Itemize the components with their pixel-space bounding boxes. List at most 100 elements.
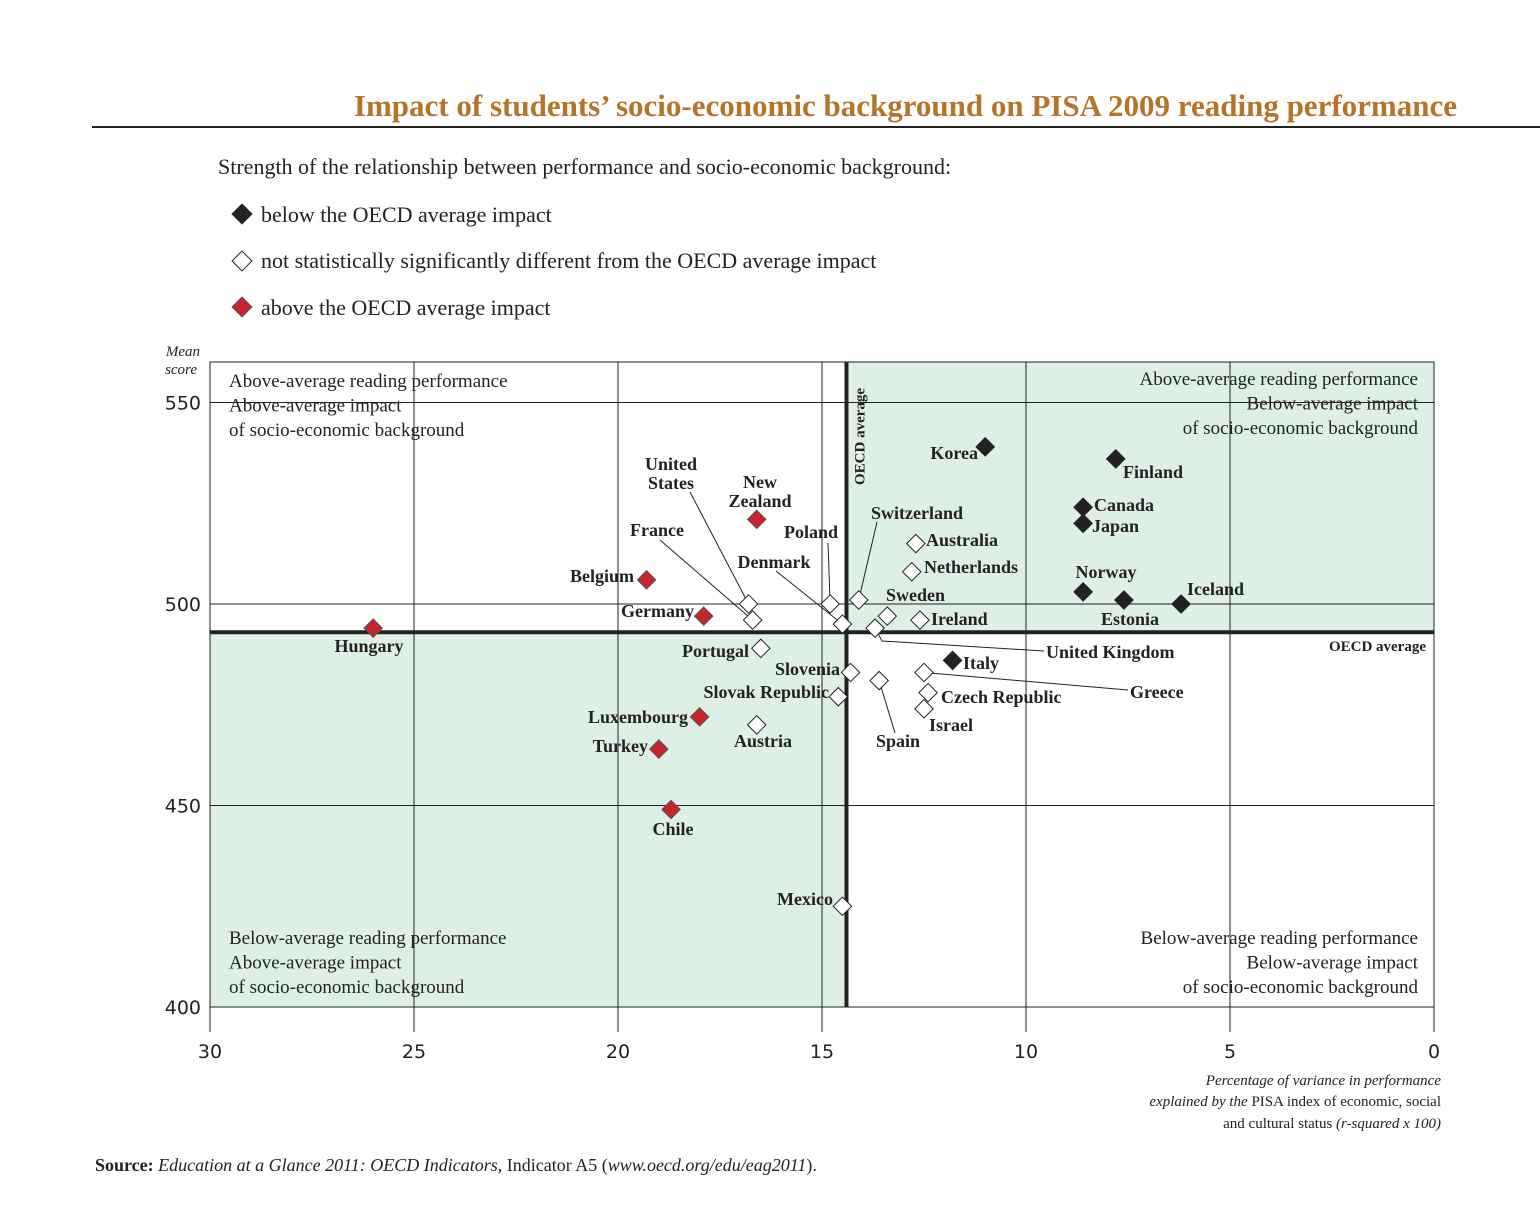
- data-point-greece: [914, 662, 934, 683]
- data-point-germany: [693, 606, 714, 626]
- x-axis-label: Percentage of variance in performance ex…: [1149, 1073, 1441, 1132]
- data-label-estonia: Estonia: [1101, 609, 1159, 629]
- leader-line-denmark: [775, 570, 843, 625]
- quadrant-text-bottom-left: Above-average impact: [229, 953, 402, 974]
- legend-heading: Strength of the relationship between per…: [218, 154, 951, 179]
- data-point-austria: [746, 715, 767, 735]
- data-point-turkey: [648, 739, 669, 759]
- data-point-united-states: [738, 594, 759, 614]
- y-axis-label-line2: score: [165, 362, 197, 378]
- data-label-germany: Germany: [621, 601, 694, 621]
- data-label-australia: Australia: [926, 530, 998, 550]
- data-point-iceland: [1171, 594, 1191, 614]
- data-point-netherlands: [901, 561, 922, 582]
- data-point-hungary: [363, 618, 384, 639]
- data-label-slovenia: Slovenia: [775, 659, 840, 679]
- y-tick-label: 400: [165, 997, 201, 1019]
- data-point-canada: [1073, 497, 1094, 518]
- legend: below the OECD average impact not statis…: [231, 202, 876, 320]
- data-label-italy: Italy: [963, 653, 999, 673]
- data-label-israel: Israel: [929, 715, 973, 735]
- data-label-hungary: Hungary: [334, 636, 403, 656]
- leader-line-france: [659, 539, 753, 621]
- plot-frame: [209, 361, 1435, 1008]
- x-tick-label: 25: [402, 1041, 426, 1063]
- leader-line-spain: [878, 680, 896, 734]
- data-label-sweden: Sweden: [886, 585, 945, 605]
- data-point-united-kingdom: [865, 618, 885, 639]
- data-label-finland: Finland: [1123, 462, 1183, 482]
- data-point-estonia: [1114, 590, 1134, 610]
- quadrant-text-bottom-right: Below-average impact: [1247, 953, 1419, 974]
- quadrant-text-top-left: Above-average impact: [229, 396, 402, 417]
- x-tick-label: 15: [810, 1041, 834, 1063]
- data-point-spain: [869, 670, 890, 691]
- quadrant-text-top-right: Below-average impact: [1247, 394, 1419, 415]
- quadrant-text-bottom-left: Below-average reading performance: [229, 928, 506, 949]
- data-point-chile: [661, 799, 681, 820]
- data-point-poland: [820, 594, 841, 614]
- data-label-new-zealand: New Zealand: [728, 472, 791, 511]
- data-label-canada: Canada: [1094, 495, 1154, 515]
- chart-title: Impact of students’ socio-economic backg…: [354, 88, 1457, 123]
- x-axis-label-line3: and cultural status (r-squared x 100): [1223, 1116, 1441, 1132]
- data-point-mexico: [832, 896, 853, 917]
- data-label-chile: Chile: [652, 819, 693, 839]
- data-label-belgium: Belgium: [570, 566, 634, 586]
- quadrant-text-bottom-left: of socio-economic background: [229, 977, 465, 998]
- data-label-france: France: [630, 520, 684, 540]
- oecd-average-label-horizontal: OECD average: [1329, 639, 1426, 655]
- data-point-ireland: [910, 610, 930, 631]
- y-tick-label: 500: [165, 594, 201, 616]
- data-point-finland: [1105, 449, 1126, 469]
- data-label-czech-republic: Czech Republic: [941, 687, 1062, 707]
- leader-line-poland: [827, 542, 831, 605]
- data-label-poland: Poland: [784, 522, 838, 542]
- legend-marker-above: [231, 296, 253, 318]
- data-label-slovak-republic: Slovak Republic: [703, 682, 829, 702]
- quadrant-text-top-right: of socio-economic background: [1183, 418, 1419, 439]
- quadrant-fill-top-right: [846, 362, 1434, 633]
- data-label-turkey: Turkey: [593, 736, 648, 756]
- source-note: Source: Education at a Glance 2011: OECD…: [95, 1155, 817, 1176]
- x-tick-label: 0: [1428, 1041, 1440, 1063]
- data-point-slovenia: [840, 662, 861, 683]
- legend-marker-not-sig: [231, 250, 253, 272]
- data-label-switzerland: Switzerland: [871, 503, 963, 523]
- data-point-norway: [1073, 582, 1094, 602]
- data-point-denmark: [832, 614, 853, 635]
- y-tick-label: 550: [165, 393, 201, 415]
- data-point-japan: [1073, 513, 1094, 534]
- data-label-korea: Korea: [930, 443, 978, 463]
- x-tick-label: 10: [1014, 1041, 1038, 1063]
- data-point-israel: [914, 698, 934, 719]
- legend-marker-below: [231, 203, 253, 225]
- x-tick-label: 20: [606, 1041, 630, 1063]
- data-point-switzerland: [848, 590, 869, 610]
- data-label-greece: Greece: [1130, 682, 1184, 702]
- quadrant-text-top-left: of socio-economic background: [229, 420, 465, 441]
- leader-line-united-states: [689, 491, 750, 605]
- data-label-norway: Norway: [1076, 562, 1137, 582]
- quadrant-text-bottom-right: of socio-economic background: [1183, 977, 1419, 998]
- x-tick-label: 5: [1224, 1041, 1236, 1063]
- oecd-average-label-vertical: OECD average: [852, 388, 868, 485]
- data-label-united-states: United States: [645, 454, 697, 493]
- y-tick-label: 450: [165, 796, 201, 818]
- y-axis-label-line1: Mean: [165, 344, 200, 360]
- data-label-united-kingdom: United Kingdom: [1046, 642, 1175, 662]
- leader-line-switzerland: [858, 521, 878, 601]
- x-axis-label-line2: explained by the PISA index of economic,…: [1149, 1094, 1441, 1110]
- data-point-czech-republic: [918, 682, 938, 703]
- data-point-luxembourg: [689, 706, 710, 727]
- data-point-italy: [942, 650, 963, 671]
- data-point-new-zealand: [746, 509, 767, 530]
- data-label-spain: Spain: [876, 731, 920, 751]
- data-point-portugal: [750, 638, 771, 659]
- legend-label-below: below the OECD average impact: [261, 202, 552, 227]
- data-label-mexico: Mexico: [777, 889, 833, 909]
- data-label-luxembourg: Luxembourg: [588, 707, 688, 727]
- quadrant-text-top-left: Above-average reading performance: [229, 371, 508, 392]
